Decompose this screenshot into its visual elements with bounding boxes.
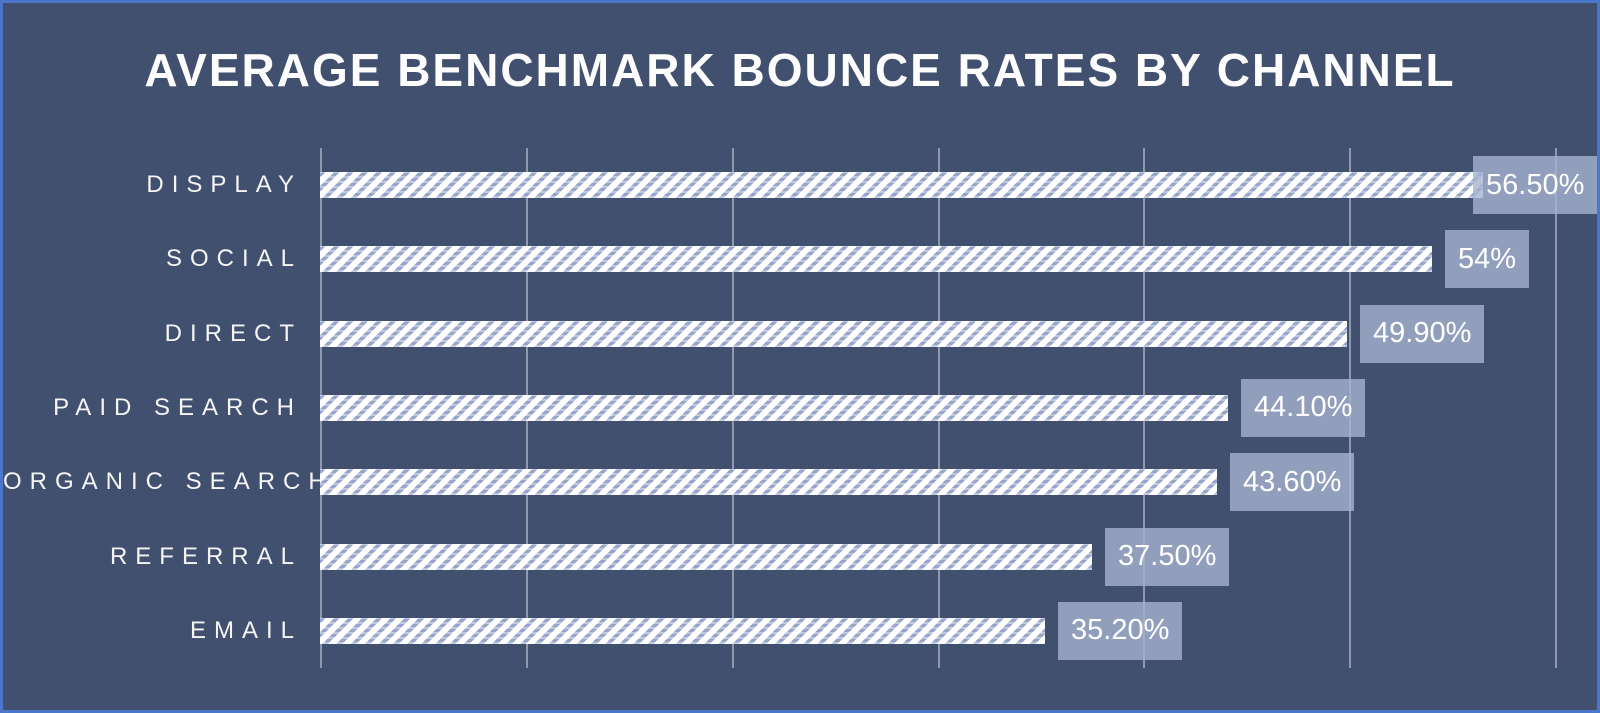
bar-row: PAID SEARCH 44.10% <box>3 371 1597 445</box>
value-label: 44.10% <box>1241 378 1366 437</box>
bar-row: DIRECT 49.90% <box>3 297 1597 371</box>
bar-rows: DISPLAY 56.50% SOCIAL 54% DIRECT 49.90% PAID S… <box>3 148 1597 668</box>
bar-row: REFERRAL 37.50% <box>3 519 1597 593</box>
bar-direct <box>320 320 1347 347</box>
category-label: DIRECT <box>164 319 302 347</box>
bar-display <box>320 172 1483 199</box>
value-label: 56.50% <box>1473 156 1597 215</box>
chart-title: AVERAGE BENCHMARK BOUNCE RATES BY CHANNE… <box>144 44 1456 96</box>
value-label: 35.20% <box>1058 601 1183 660</box>
category-label: ORGANIC SEARCH <box>3 468 334 496</box>
category-label: SOCIAL <box>165 245 302 273</box>
category-label: REFERRAL <box>109 542 302 570</box>
value-label: 49.90% <box>1360 304 1485 363</box>
gridline-60 <box>1555 148 1557 668</box>
category-label: DISPLAY <box>146 171 302 199</box>
bar-referral <box>320 543 1092 570</box>
value-label: 43.60% <box>1230 453 1355 512</box>
bar-social <box>320 246 1432 273</box>
bar-row: ORGANIC SEARCH 43.60% <box>3 445 1597 519</box>
bar-row: EMAIL 35.20% <box>3 594 1597 668</box>
value-label: 54% <box>1445 230 1530 289</box>
bar-row: DISPLAY 56.50% <box>3 148 1597 222</box>
category-label: PAID SEARCH <box>53 393 302 421</box>
bar-paid-search <box>320 394 1228 421</box>
category-label: EMAIL <box>189 616 302 644</box>
value-label: 37.50% <box>1105 527 1230 586</box>
bar-row: SOCIAL 54% <box>3 222 1597 296</box>
bar-organic-search <box>320 469 1217 496</box>
bar-email <box>320 617 1045 644</box>
